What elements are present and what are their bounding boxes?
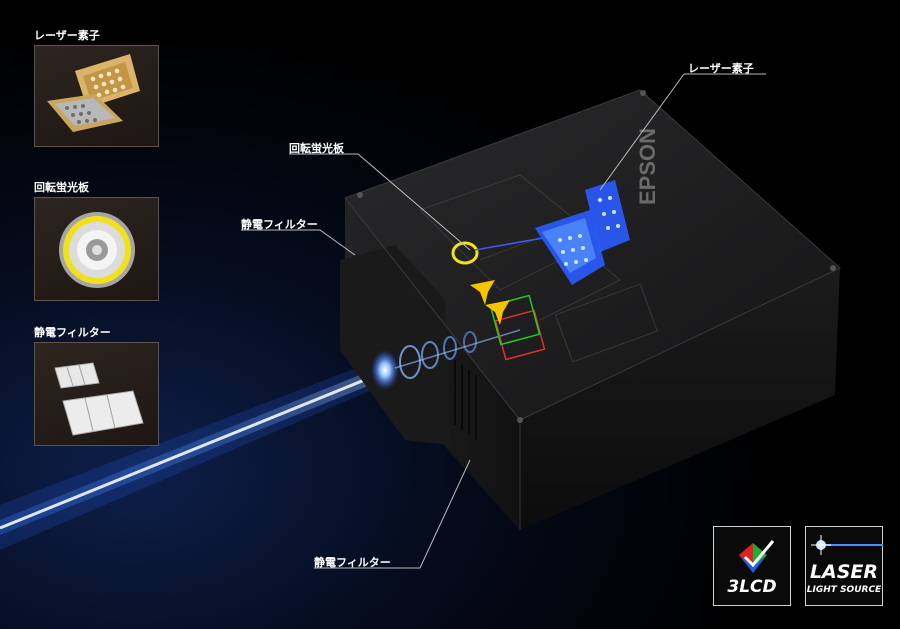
badge-laser-line1: LASER [809, 561, 879, 583]
callout-filter-top: 静電フィルター [241, 218, 318, 231]
prism-assembly [470, 280, 546, 361]
callout-laser: レーザー素子 [688, 62, 754, 75]
electrostatic-filter-icon [54, 362, 144, 436]
panel-filter-thumbnail [34, 342, 159, 446]
panel-phosphor-label: 回転蛍光板 [34, 181, 89, 194]
panel-filter-label: 静電フィルター [34, 326, 111, 339]
panel-phosphor-thumbnail [34, 197, 159, 301]
laser-modules-inner [535, 180, 630, 285]
laser-flare-icon [811, 535, 883, 555]
brand-logo: EPSON [635, 128, 660, 205]
lens-optics [371, 329, 521, 390]
laser-module-icon [47, 54, 140, 132]
badge-3lcd: 3LCD [713, 526, 791, 606]
panel-laser-thumbnail [34, 45, 159, 147]
phosphor-wheel-icon [59, 212, 135, 288]
badge-laser-light-source: LASER LIGHT SOURCE [805, 526, 883, 606]
badge-3lcd-text: 3LCD [727, 577, 777, 597]
panel-laser-label: レーザー素子 [34, 29, 100, 42]
callout-filter-bottom: 静電フィルター [314, 556, 391, 569]
callout-phosphor: 回転蛍光板 [289, 142, 344, 155]
badge-laser-line2: LIGHT SOURCE [806, 585, 882, 595]
3lcd-icon [739, 540, 775, 573]
